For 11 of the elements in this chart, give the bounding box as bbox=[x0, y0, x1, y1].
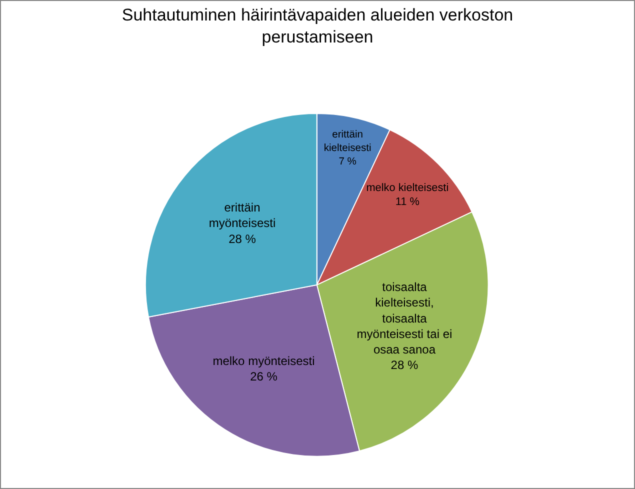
slice-label: melko myönteisesti bbox=[212, 354, 315, 368]
data-label: 7 % bbox=[338, 156, 356, 168]
slice-label: melko kielteisesti bbox=[366, 182, 449, 194]
slice-label: erittäin myönteisesti bbox=[208, 200, 276, 230]
data-label: 28 % bbox=[390, 358, 418, 372]
data-label: 28 % bbox=[228, 232, 256, 246]
slice-label: toisaalta kielteisesti, toisaalta myönteisesti tai ei osaa sanoa bbox=[356, 280, 452, 357]
slice-label: erittäin kielteisesti bbox=[324, 130, 372, 154]
chart-title: Suhtautuminen häirintävapaiden alueiden verkoston perustamiseen bbox=[122, 5, 514, 47]
data-label: 11 % bbox=[395, 196, 420, 208]
data-label: 26 % bbox=[250, 369, 278, 384]
